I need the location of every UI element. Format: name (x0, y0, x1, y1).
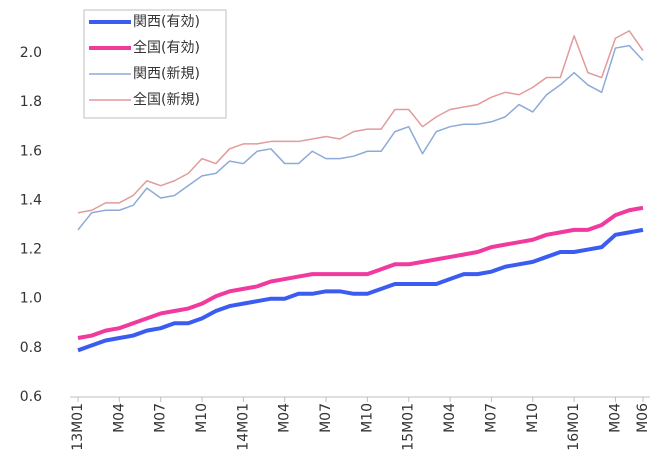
x-tick-label: 14M01 (235, 403, 251, 451)
x-tick-label: M10 (525, 403, 541, 433)
legend-label: 関西(新規) (133, 66, 200, 82)
y-tick-label: 1.8 (20, 94, 42, 110)
x-tick-label: 15M01 (401, 403, 417, 451)
series-line (77, 44, 644, 231)
x-tick-label: M04 (442, 403, 458, 433)
x-tick-label: M10 (194, 403, 210, 433)
legend-label: 関西(有効) (133, 14, 200, 30)
y-tick-label: 0.8 (20, 340, 42, 356)
y-tick-label: 2.0 (20, 45, 42, 61)
series-line (77, 227, 644, 353)
x-tick-label: M07 (483, 403, 499, 433)
series-line (77, 205, 644, 340)
x-tick-label: M07 (153, 403, 169, 433)
x-tick-label: 16M01 (566, 403, 582, 451)
series-line (77, 30, 644, 214)
legend-label: 全国(新規) (133, 91, 200, 108)
x-tick-label: 13M01 (70, 403, 86, 451)
x-tick-label: M10 (359, 403, 375, 433)
y-tick-label: 1.2 (20, 242, 42, 258)
x-tick-label: M04 (277, 403, 293, 433)
y-tick-label: 1.0 (20, 291, 42, 307)
y-tick-label: 1.4 (20, 192, 42, 208)
legend-label: 全国(有効) (133, 39, 200, 56)
y-tick-label: 1.6 (20, 143, 42, 159)
y-tick-label: 0.6 (20, 389, 42, 405)
x-tick-label: M06 (635, 403, 651, 433)
x-tick-label: M04 (607, 403, 623, 433)
x-tick-label: M04 (111, 403, 127, 433)
x-tick-label: M07 (318, 403, 334, 433)
